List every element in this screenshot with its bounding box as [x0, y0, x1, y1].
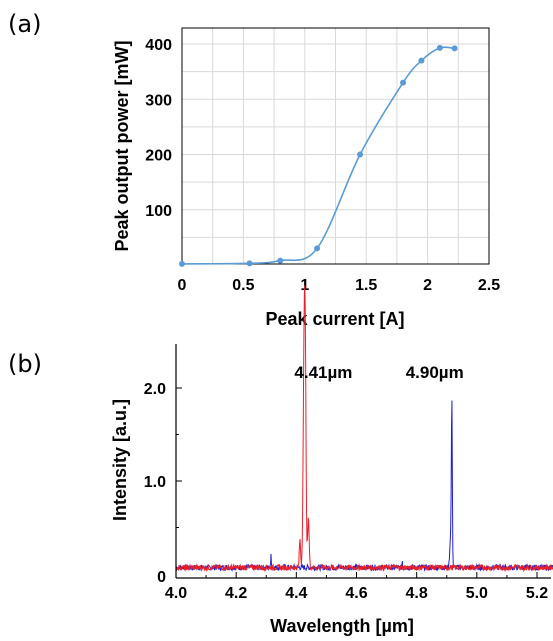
panel-b-x-tick-label: 5.2	[526, 585, 548, 602]
panel-a-x-tick-label: 2	[423, 277, 432, 294]
panel-a-points	[179, 44, 458, 267]
panel-a-y-axis-title: Peak output power [mW]	[112, 41, 132, 252]
panel-a-data-point	[418, 57, 425, 64]
panel-a-plot-frame	[181, 27, 490, 265]
panel-b-x-ticks: 4.0 4.2 4.4 4.6 4.8 5.0 5.2	[165, 572, 548, 602]
panel-a-data-point	[314, 245, 321, 252]
panel-a-grid	[182, 28, 489, 264]
panel-b-spectrum-line	[175, 285, 553, 573]
panel-b-peak-annotation: 4.90µm	[406, 363, 464, 382]
panel-a-x-tick-label: 0.5	[232, 277, 254, 294]
panel-b-x-tick-label: 4.0	[165, 585, 187, 602]
panel-b-x-tick-label: 4.4	[285, 585, 307, 602]
panel-a-y-tick-label: 400	[145, 37, 172, 54]
panel-b-peak-annotation: 4.41µm	[294, 363, 352, 382]
panel-a-y-tick-label: 200	[145, 148, 172, 165]
panel-a-data-point	[400, 79, 407, 86]
panel-a-data-point	[436, 44, 443, 51]
panel-b-y-tick-label: 0	[157, 569, 166, 586]
panel-b-y-tick-label: 1.0	[144, 474, 166, 491]
panel-a-series-line	[181, 46, 455, 265]
panel-a-x-tick-label: 2.5	[478, 277, 500, 294]
panel-a-x-tick-label: 0	[178, 277, 187, 294]
panel-a-data-point	[451, 45, 458, 52]
panel-a-data-point	[357, 151, 364, 158]
panel-b-x-tick-label: 4.6	[345, 585, 367, 602]
panel-a-data-point	[246, 260, 253, 267]
panel-b-spectrum-line	[175, 400, 553, 573]
panel-a-label: (a)	[8, 10, 41, 38]
panel-b-series	[175, 285, 553, 573]
panel-a-x-ticks: 0 0.5 1 1.5 2 2.5	[178, 277, 501, 294]
panel-a-y-tick-label: 300	[145, 92, 172, 109]
panel-a-data-point	[277, 257, 284, 264]
panel-b-y-tick-label: 2.0	[144, 381, 166, 398]
panel-b-label: (b)	[8, 350, 42, 378]
panel-a-y-tick-label: 100	[145, 203, 172, 220]
panel-a-x-tick-label: 1.5	[355, 277, 377, 294]
panel-b-x-tick-label: 5.0	[466, 585, 488, 602]
panel-b-x-tick-label: 4.8	[406, 585, 428, 602]
panel-b-x-tick-label: 4.2	[225, 585, 247, 602]
panel-b-y-ticks: 0 1.0 2.0	[144, 381, 182, 586]
panel-b-annotations: 4.41µm 4.90µm	[294, 363, 463, 382]
panel-b-y-axis-title: Intensity [a.u.]	[110, 399, 130, 521]
panel-b-x-axis-title: Wavelength [µm]	[270, 616, 414, 636]
panel-a-data-point	[179, 260, 185, 267]
panel-a-x-axis-title: Peak current [A]	[265, 309, 404, 329]
panel-a-y-ticks: 100 200 300 400	[145, 37, 172, 220]
